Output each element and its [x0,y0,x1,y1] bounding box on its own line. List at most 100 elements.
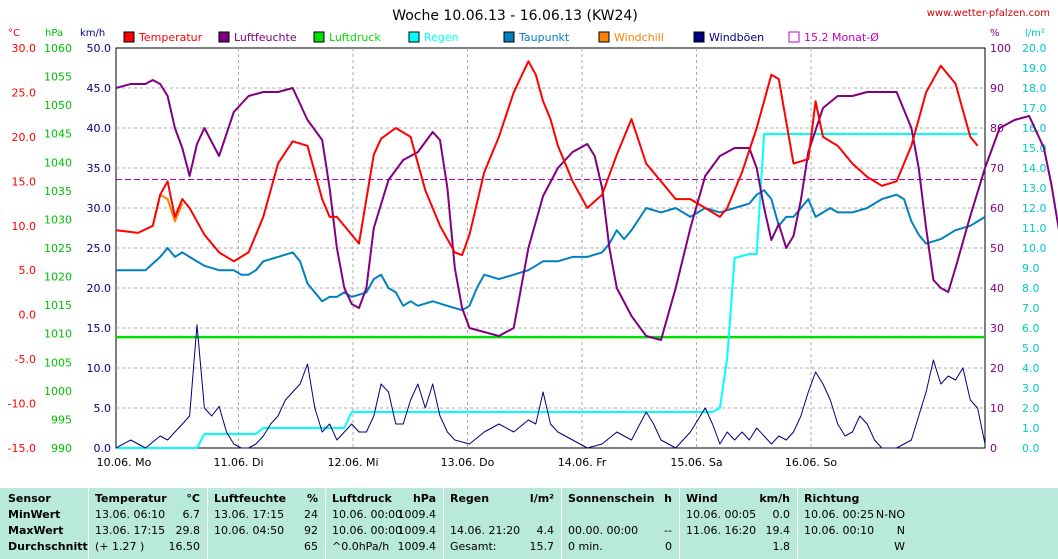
legend-swatch [408,31,420,43]
table-cell-value: 0 [665,540,672,553]
group-header: Luftfeuchte [214,492,287,505]
table-cell-time: (+ 1.27 ) [95,540,145,553]
table-cell-value: 1009.4 [397,540,437,553]
tick-label-temp: 10.0 [12,220,37,233]
axis-unit-temp: °C [8,28,20,39]
tick-label-rain: 2.0 [1022,402,1040,415]
tick-label-wind: 40.0 [87,122,112,135]
tick-label-wind: 50.0 [87,42,112,55]
tick-label-pressure: 1025 [44,242,72,255]
tick-label-humidity: 20 [990,362,1004,375]
tick-label-temp: 5.0 [19,264,37,277]
tick-label-wind: 45.0 [87,82,112,95]
table-cell-value: 4.4 [536,524,555,537]
tick-label-pressure: 1010 [44,328,72,341]
group-header: Luftdruck [332,492,392,505]
table-cell-time: 10.06. 04:50 [214,524,285,537]
table-cell-value: 65 [304,540,318,553]
tick-label-wind: 30.0 [87,202,112,215]
table-cell-time: 11.06. 16:20 [686,524,757,537]
table-cell-time: 14.06. 21:20 [450,524,521,537]
group-unit: l/m² [529,492,554,505]
chart-legend: Temperatur Luftfeuchte Luftdruck Regen Taupu… [123,31,879,44]
tick-label-pressure: 1060 [44,42,72,55]
table-cell-value: 6.7 [182,508,201,521]
series-line [115,324,986,449]
legend-swatch [788,31,800,43]
tick-label-pressure: 1015 [44,299,72,312]
table-cell-value: 24 [304,508,318,521]
tick-label-wind: 35.0 [87,162,112,175]
tick-label-rain: 4.0 [1022,362,1040,375]
tick-label-temp: 30.0 [12,42,37,55]
chart-series [115,60,1058,449]
group-header: Temperatur [95,492,167,505]
table-cell-time: 10.06. 00:05 [686,508,757,521]
axis-unit-wind: km/h [80,28,105,39]
group-header: Sonnenschein [568,492,655,505]
tick-label-temp: 25.0 [12,86,37,99]
tick-label-wind: 15.0 [87,322,112,335]
table-cell-value: 1009.4 [397,524,437,537]
series-line [116,189,986,312]
tick-label-pressure: 1045 [44,128,72,141]
group-unit: °C [186,492,200,505]
group-unit: hPa [412,492,436,505]
tick-label-temp: -10.0 [8,398,36,411]
table-cell-time: 13.06. 17:15 [214,508,285,521]
tick-label-pressure: 995 [51,413,72,426]
tick-label-humidity: 40 [990,282,1004,295]
x-tick-label: 14.06. Fr [558,456,607,469]
axis-unit-pressure: hPa [45,28,63,39]
statistics-table: Sensor MinWert MaxWert Durchschnitt Temperat… [0,488,1058,559]
x-axis-labels: 10.06. Mo 11.06. Di 12.06. Mi 13.06. Do 14.0… [97,456,838,469]
series-line [116,133,978,449]
tick-label-pressure: 1050 [44,99,72,112]
column-separator [325,488,326,559]
tick-label-rain: 15.0 [1022,142,1047,155]
legend-label: Windböen [709,31,764,44]
chart-title: Woche 10.06.13 - 16.06.13 (KW24) [392,8,638,24]
legend-swatch [313,31,325,43]
table-cell-value: 1.8 [772,540,791,553]
tick-label-humidity: 90 [990,82,1004,95]
tick-label-rain: 17.0 [1022,102,1047,115]
tick-label-temp: 20.0 [12,131,37,144]
column-separator [88,488,89,559]
group-header: Wind [686,492,718,505]
tick-label-humidity: 60 [990,202,1004,215]
table-cell-value: N [896,524,905,537]
tick-label-pressure: 1055 [44,71,72,84]
table-cell-value: N-NO [875,508,905,521]
column-separator [797,488,798,559]
tick-label-pressure: 990 [51,442,72,455]
tick-label-wind: 5.0 [94,402,112,415]
tick-label-rain: 1.0 [1022,422,1040,435]
legend-label: Windchill [614,31,664,44]
tick-label-rain: 12.0 [1022,202,1047,215]
x-tick-label: 13.06. Do [441,456,495,469]
tick-label-humidity: 30 [990,322,1004,335]
legend-swatch [598,31,610,43]
table-cell-value: 92 [304,524,318,537]
tick-label-rain: 20.0 [1022,42,1047,55]
site-link[interactable]: www.wetter-pfalzen.com [927,8,1050,19]
legend-label: Luftdruck [329,31,381,44]
axis-units: °C hPa km/h% l/m² [8,28,1045,39]
tick-label-rain: 10.0 [1022,242,1047,255]
column-separator [561,488,562,559]
tick-label-humidity: 80 [990,122,1004,135]
column-separator [207,488,208,559]
table-cell-value: W [894,540,905,553]
tick-label-rain: 11.0 [1022,222,1047,235]
tick-label-rain: 5.0 [1022,342,1040,355]
legend-swatch [218,31,230,43]
legend-swatch [503,31,515,43]
tick-label-temp: 15.0 [12,175,37,188]
tick-label-pressure: 1035 [44,185,72,198]
tick-label-temp: -5.0 [15,353,36,366]
tick-label-humidity: 100 [990,42,1011,55]
legend-swatch [123,31,135,43]
tick-label-humidity: 50 [990,242,1004,255]
table-cell-time: 00.00. 00:00 [568,524,639,537]
